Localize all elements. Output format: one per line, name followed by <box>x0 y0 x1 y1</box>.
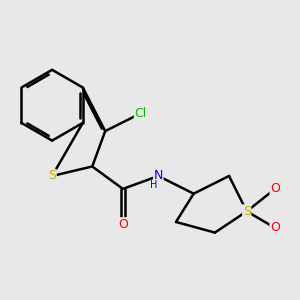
Text: O: O <box>270 182 280 195</box>
Text: O: O <box>270 221 280 234</box>
Text: S: S <box>48 169 56 182</box>
Text: Cl: Cl <box>134 107 147 120</box>
Text: O: O <box>118 218 128 231</box>
Text: H: H <box>150 180 158 190</box>
Text: S: S <box>243 205 251 218</box>
Text: N: N <box>154 169 163 182</box>
